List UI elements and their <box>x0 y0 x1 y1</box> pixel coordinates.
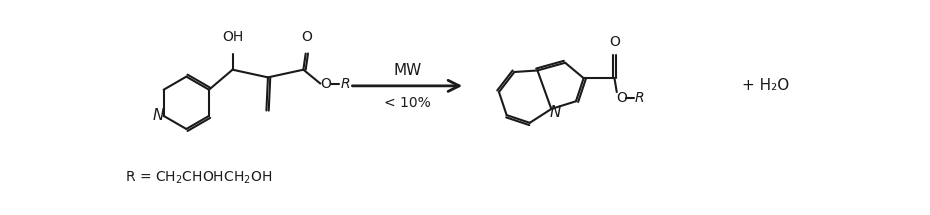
Text: < 10%: < 10% <box>384 96 431 110</box>
Text: R: R <box>634 91 644 105</box>
Text: + H₂O: + H₂O <box>742 78 789 93</box>
Text: R: R <box>340 77 350 91</box>
Text: R = CH$_2$CHOHCH$_2$OH: R = CH$_2$CHOHCH$_2$OH <box>125 170 272 186</box>
Text: N: N <box>550 105 561 120</box>
Text: O: O <box>320 77 331 91</box>
Text: O: O <box>609 35 620 49</box>
Text: OH: OH <box>222 30 243 44</box>
Text: O: O <box>616 91 627 105</box>
Text: N: N <box>153 108 164 123</box>
Text: O: O <box>301 30 312 44</box>
Text: MW: MW <box>393 63 421 78</box>
